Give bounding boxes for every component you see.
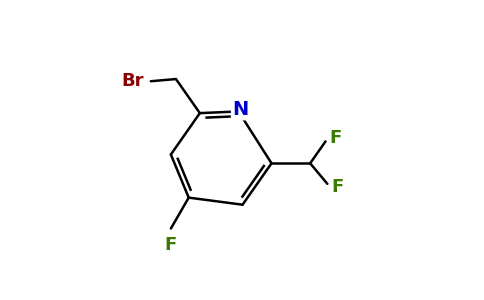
- Text: F: F: [165, 236, 177, 254]
- Text: N: N: [232, 100, 248, 119]
- Text: Br: Br: [121, 72, 143, 90]
- Text: F: F: [331, 178, 343, 196]
- Text: F: F: [329, 129, 341, 147]
